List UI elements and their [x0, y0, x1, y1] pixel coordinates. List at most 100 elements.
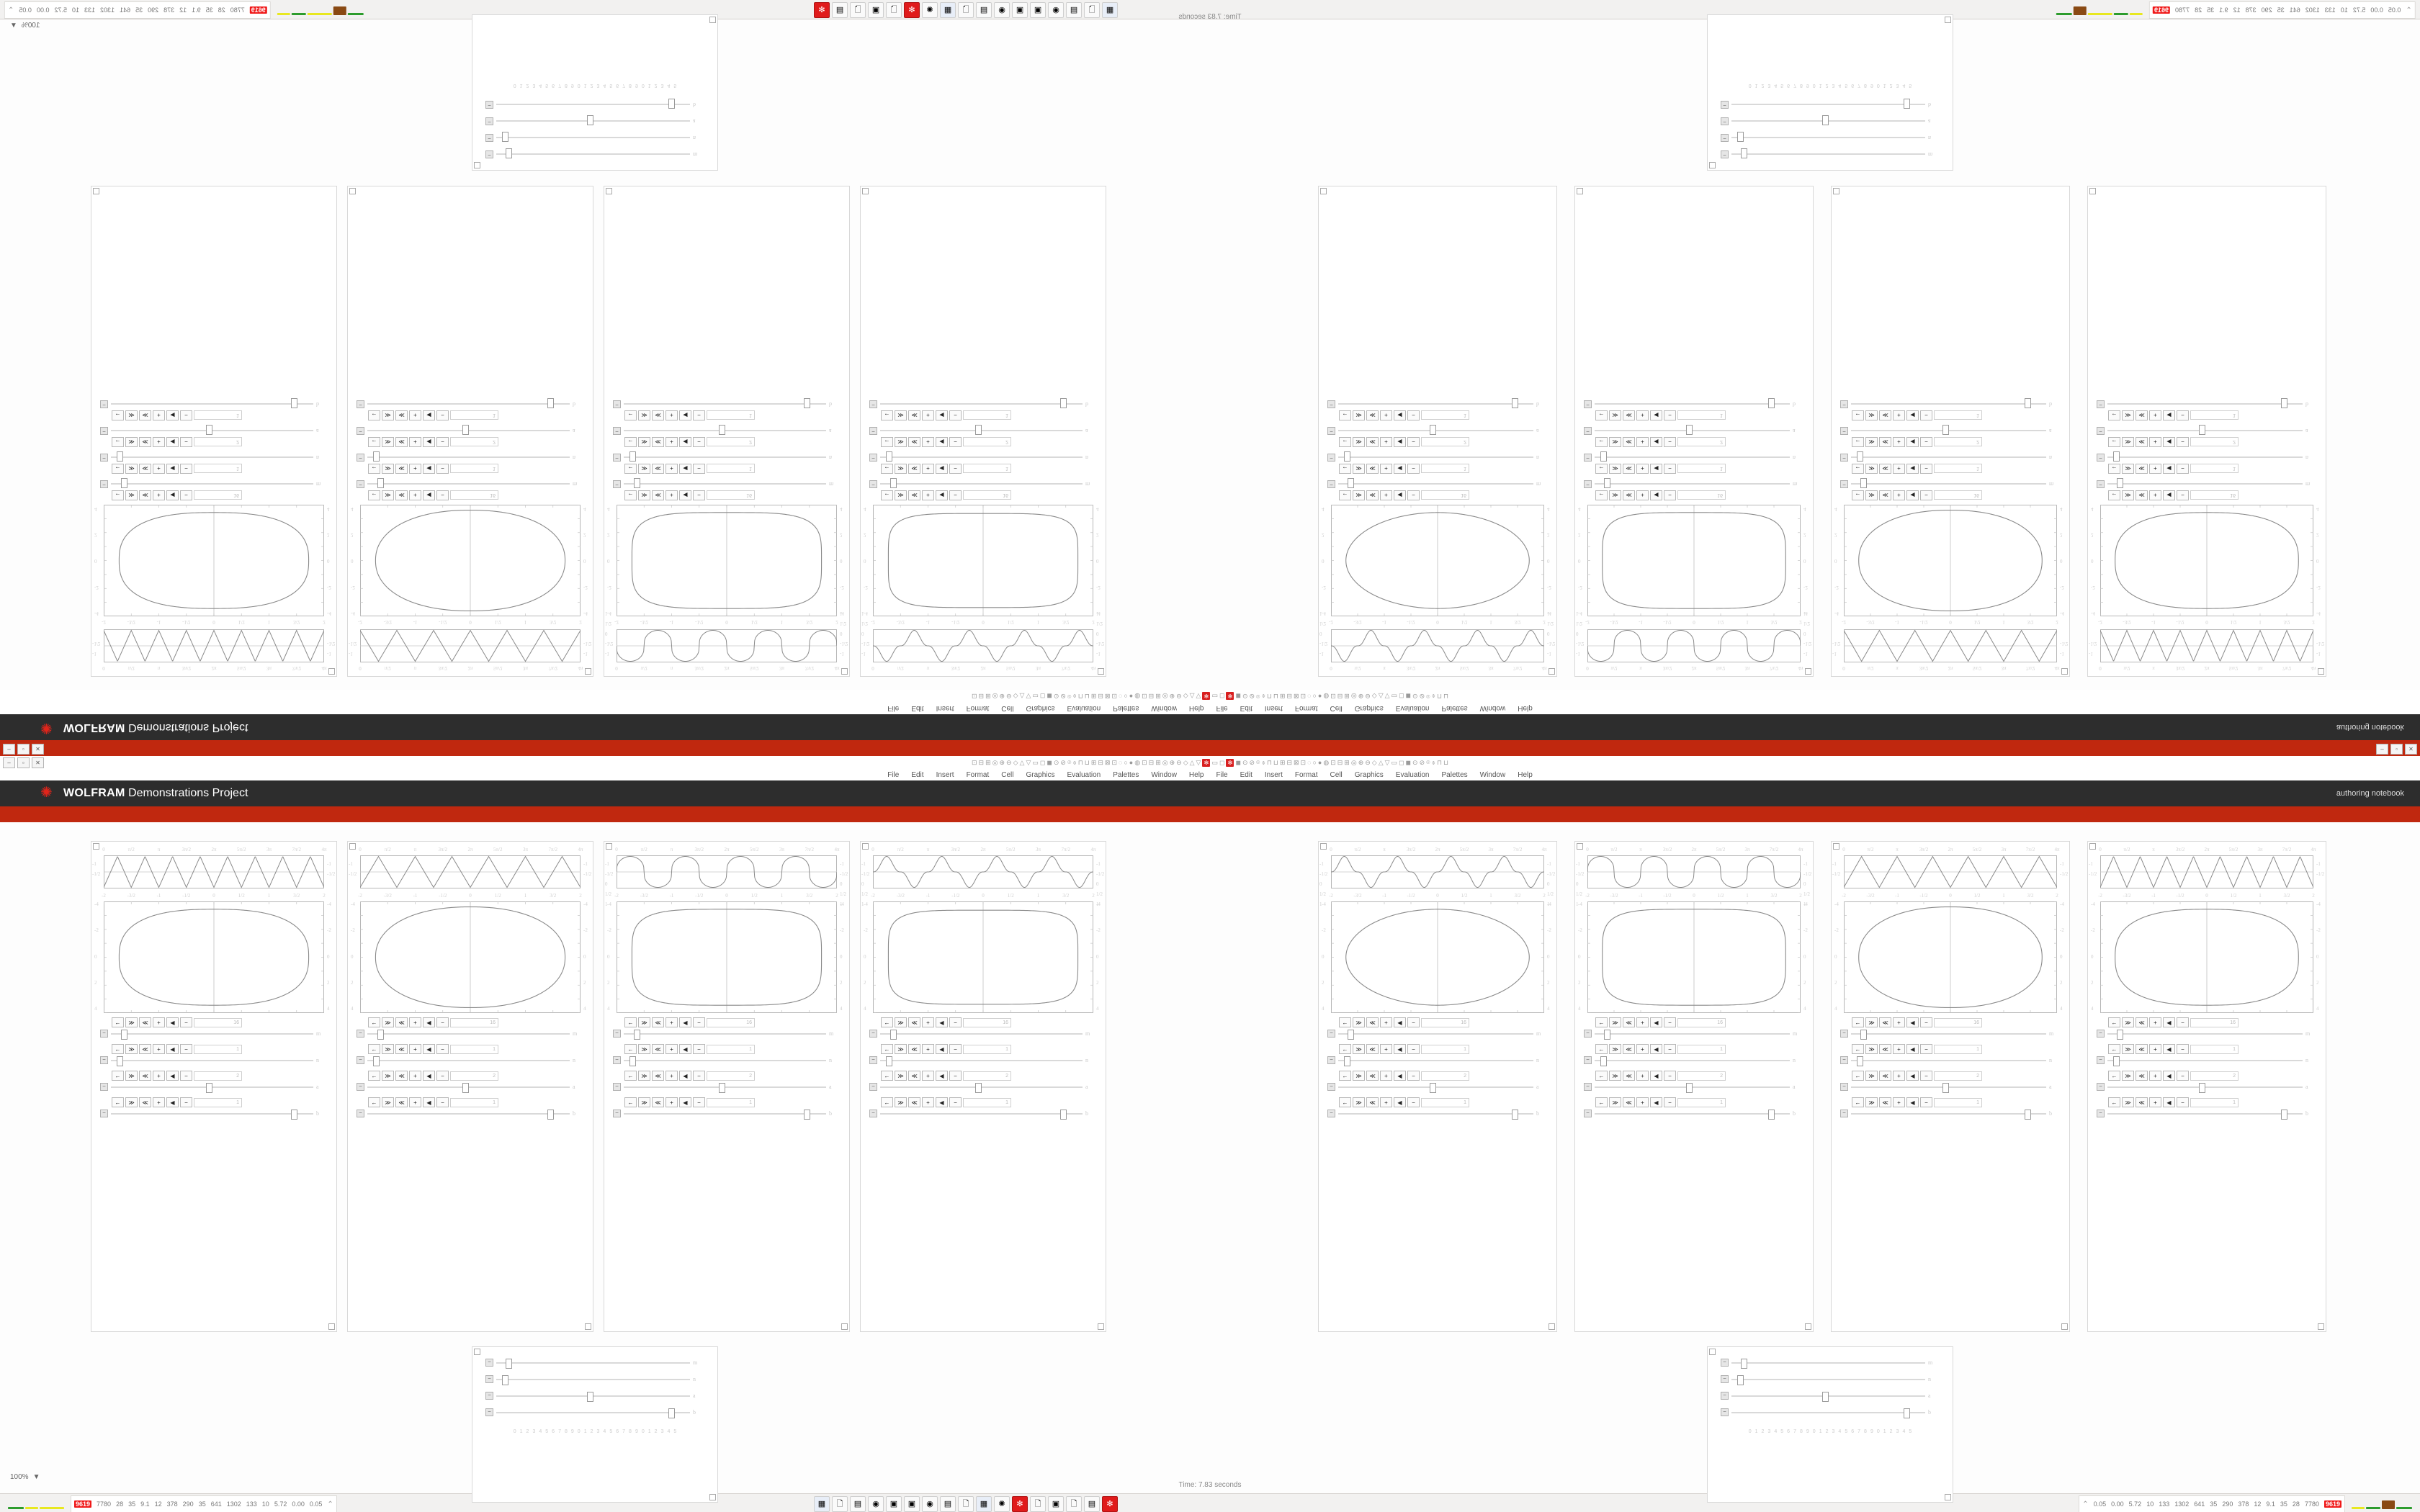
reset-button[interactable]: ← — [1852, 1044, 1864, 1054]
fast-forward-button[interactable]: ≫ — [382, 1017, 394, 1027]
control-row-m[interactable]: ← ≫ ≪ + ◀ −16− m — [869, 1017, 1097, 1040]
slider-n[interactable]: − n — [1584, 451, 1804, 462]
animation-buttons[interactable]: ← ≫ ≪ + ◀ −2 — [357, 1071, 584, 1081]
slider-track[interactable] — [111, 1029, 313, 1040]
rewind-button[interactable]: ≪ — [1366, 410, 1379, 420]
step-button[interactable]: ◀ — [1650, 1017, 1662, 1027]
control-row-m[interactable]: ← ≫ ≪ + ◀ −16− m — [869, 478, 1097, 500]
control-value-a[interactable]: 2 — [2190, 1071, 2238, 1081]
pause-button[interactable]: − — [693, 437, 705, 447]
control-value-b[interactable]: 1 — [450, 1097, 498, 1107]
control-value-a[interactable]: 2 — [194, 1071, 242, 1081]
toolbar-glyph[interactable]: ⊓ — [1077, 758, 1083, 766]
toolbar-glyph[interactable]: ◻ — [1039, 693, 1046, 701]
slider-m[interactable]: − m — [357, 478, 584, 489]
collapse-icon[interactable]: − — [2097, 480, 2105, 488]
toolbar-glyph[interactable]: ⊕ — [1169, 693, 1175, 701]
play-button[interactable]: + — [153, 490, 165, 500]
animation-buttons[interactable]: ← ≫ ≪ + ◀ −1 — [1584, 1097, 1804, 1107]
reset-button[interactable]: ← — [112, 410, 124, 420]
slider-thumb[interactable] — [1741, 1358, 1748, 1369]
control-row-m[interactable]: ← ≫ ≪ + ◀ −16− m — [1327, 1017, 1548, 1040]
slider-thumb[interactable] — [668, 99, 676, 109]
fast-forward-button[interactable]: ≫ — [1609, 464, 1621, 474]
animation-buttons[interactable]: ← ≫ ≪ + ◀ −16 — [613, 1017, 841, 1027]
control-row-b[interactable]: ← ≫ ≪ + ◀ −1− b — [357, 398, 584, 420]
toolbar-glyph[interactable]: ⊙ — [1053, 758, 1059, 766]
control-value-m[interactable]: 16 — [1677, 490, 1726, 500]
toolbar-glyph[interactable]: ⌽ — [1072, 758, 1077, 766]
pause-button[interactable]: − — [180, 1044, 192, 1054]
control-row-a[interactable]: ← ≫ ≪ + ◀ −2− a — [357, 425, 584, 447]
reset-button[interactable]: ← — [1595, 1017, 1608, 1027]
slider-a[interactable]: − a — [1840, 425, 2061, 436]
slider-track[interactable] — [1851, 425, 2046, 436]
menu-item-evaluation[interactable]: Evaluation — [1395, 770, 1430, 779]
resize-handle[interactable] — [1098, 668, 1104, 675]
step-button[interactable]: ◀ — [679, 437, 691, 447]
control-row-n[interactable]: ← ≫ ≪ + ◀ −1− n — [357, 1044, 584, 1066]
slider-track[interactable] — [1338, 1082, 1533, 1093]
rewind-button[interactable]: ≪ — [652, 410, 664, 420]
animation-buttons[interactable]: ← ≫ ≪ + ◀ −16 — [1584, 490, 1804, 500]
collapse-icon[interactable]: − — [1584, 480, 1592, 488]
demonstration-panel[interactable]: 0 π/2 π 3π/2 2π 5π/2 3π 7π/2 4π -1 -1 -1/2 -1/2 0 0 1/2… — [1574, 841, 1814, 1332]
reset-button[interactable]: ← — [1595, 410, 1608, 420]
control-row-b[interactable]: ← ≫ ≪ + ◀ −1− b — [1327, 1097, 1548, 1120]
fast-forward-button[interactable]: ≫ — [382, 1097, 394, 1107]
toolbar-glyph[interactable]: ⌾ — [1256, 758, 1260, 766]
slider-b[interactable]: − b — [1327, 1109, 1548, 1120]
slider-a[interactable]: − a — [869, 425, 1097, 436]
slider-thumb[interactable] — [2024, 398, 2031, 409]
rewind-button[interactable]: ≪ — [139, 1017, 151, 1027]
toolbar-glyph[interactable]: ⊘ — [1419, 693, 1425, 701]
control-row-a[interactable]: ← ≫ ≪ + ◀ −2− a — [100, 425, 328, 447]
rewind-button[interactable]: ≪ — [1366, 1071, 1379, 1081]
reset-button[interactable]: ← — [368, 410, 380, 420]
slider-m[interactable]: − m — [613, 1029, 841, 1040]
resize-handle[interactable] — [862, 188, 869, 194]
control-row-b[interactable]: ← ≫ ≪ + ◀ −1− b — [613, 1097, 841, 1120]
fast-forward-button[interactable]: ≫ — [1353, 464, 1365, 474]
menu-item-evaluation[interactable]: Evaluation — [1395, 704, 1430, 713]
rewind-button[interactable]: ≪ — [1366, 1044, 1379, 1054]
play-button[interactable]: + — [409, 1097, 421, 1107]
step-button[interactable]: ◀ — [679, 1097, 691, 1107]
fast-forward-button[interactable]: ≫ — [2122, 1017, 2134, 1027]
menu-item-format[interactable]: Format — [1294, 704, 1318, 713]
collapse-icon[interactable]: − — [1721, 1408, 1729, 1416]
control-value-m[interactable]: 16 — [1421, 490, 1469, 500]
toolbar-glyph[interactable]: ● — [1317, 693, 1322, 700]
control-value-n[interactable]: 1 — [1677, 464, 1726, 474]
toolbar-glyph[interactable]: ◇ — [1371, 758, 1377, 766]
wolfram-gear-icon[interactable]: ✻ — [1226, 692, 1234, 701]
collapse-icon[interactable]: − — [357, 427, 364, 435]
animation-buttons[interactable]: ← ≫ ≪ + ◀ −16 — [1840, 1017, 2061, 1027]
manipulate-controls[interactable]: ← ≫ ≪ + ◀ −16− m ← ≫ ≪ + ◀ −1− n ← ≫ ≪ + ◀ −2− a ← ≫ ≪ + ◀ −1− b — [1834, 396, 2067, 505]
slider-track[interactable] — [624, 1109, 826, 1120]
animation-buttons[interactable]: ← ≫ ≪ + ◀ −1 — [613, 410, 841, 420]
animation-buttons[interactable]: ← ≫ ≪ + ◀ −1 — [1584, 1044, 1804, 1054]
menu-item-file[interactable]: File — [887, 704, 900, 713]
reset-button[interactable]: ← — [881, 1071, 893, 1081]
step-button[interactable]: ◀ — [679, 410, 691, 420]
window-controls-bottom[interactable]: ✕ ▫ – — [3, 757, 44, 768]
control-value-b[interactable]: 1 — [707, 1097, 755, 1107]
collapse-icon[interactable]: − — [1584, 1083, 1592, 1091]
reset-button[interactable]: ← — [1852, 464, 1864, 474]
animation-buttons[interactable]: ← ≫ ≪ + ◀ −1 — [1327, 464, 1548, 474]
step-button[interactable]: ◀ — [1394, 1017, 1406, 1027]
toolbar-glyph[interactable]: ◌ — [1307, 759, 1312, 766]
animation-buttons[interactable]: ← ≫ ≪ + ◀ −1 — [869, 464, 1097, 474]
slider-track[interactable] — [1338, 1056, 1533, 1066]
resize-handle[interactable] — [93, 843, 99, 850]
collapse-icon[interactable]: − — [2097, 1030, 2105, 1038]
control-row-n[interactable]: ← ≫ ≪ + ◀ −1− n — [1840, 451, 2061, 474]
toolbar-glyph[interactable]: ◻ — [1039, 758, 1046, 766]
control-value-b[interactable]: 1 — [450, 410, 498, 420]
resize-handle[interactable] — [328, 1323, 335, 1330]
control-value-n[interactable]: 1 — [2190, 1044, 2238, 1054]
slider-track[interactable] — [1595, 1082, 1790, 1093]
toolbar-glyph[interactable]: ◼ — [1235, 758, 1241, 766]
control-row-a[interactable]: ← ≫ ≪ + ◀ −2− a — [869, 425, 1097, 447]
